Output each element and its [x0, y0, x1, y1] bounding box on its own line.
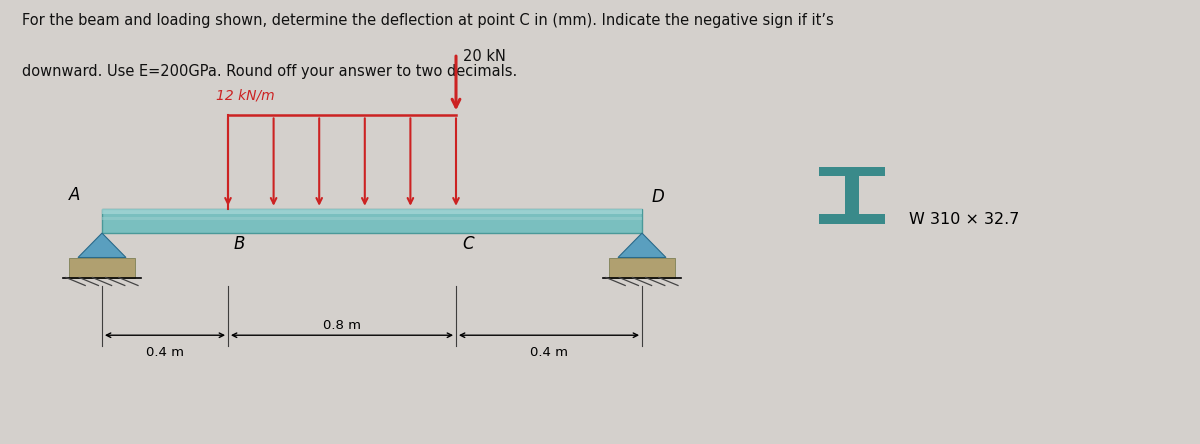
Polygon shape [618, 233, 666, 258]
Text: 12 kN/m: 12 kN/m [216, 88, 275, 102]
Text: D: D [652, 188, 665, 206]
Bar [102, 218, 642, 220]
Text: 0.8 m: 0.8 m [323, 319, 361, 332]
Bar [102, 209, 642, 214]
Text: 0.4 m: 0.4 m [530, 346, 568, 359]
Bar [845, 176, 859, 214]
Text: 20 kN: 20 kN [463, 49, 506, 64]
Bar [818, 166, 886, 176]
Text: 0.4 m: 0.4 m [146, 346, 184, 359]
Text: downward. Use E=200GPa. Round off your answer to two decimals.: downward. Use E=200GPa. Round off your a… [22, 64, 517, 79]
Text: For the beam and loading shown, determine the deflection at point C in (mm). Ind: For the beam and loading shown, determin… [22, 13, 833, 28]
Bar [610, 258, 676, 278]
Polygon shape [78, 233, 126, 258]
Bar [818, 214, 886, 224]
Text: W 310 × 32.7: W 310 × 32.7 [910, 212, 1019, 226]
Bar [70, 258, 136, 278]
Text: C: C [462, 235, 474, 254]
Bar [102, 209, 642, 233]
Text: B: B [234, 235, 245, 254]
Text: A: A [70, 186, 80, 204]
